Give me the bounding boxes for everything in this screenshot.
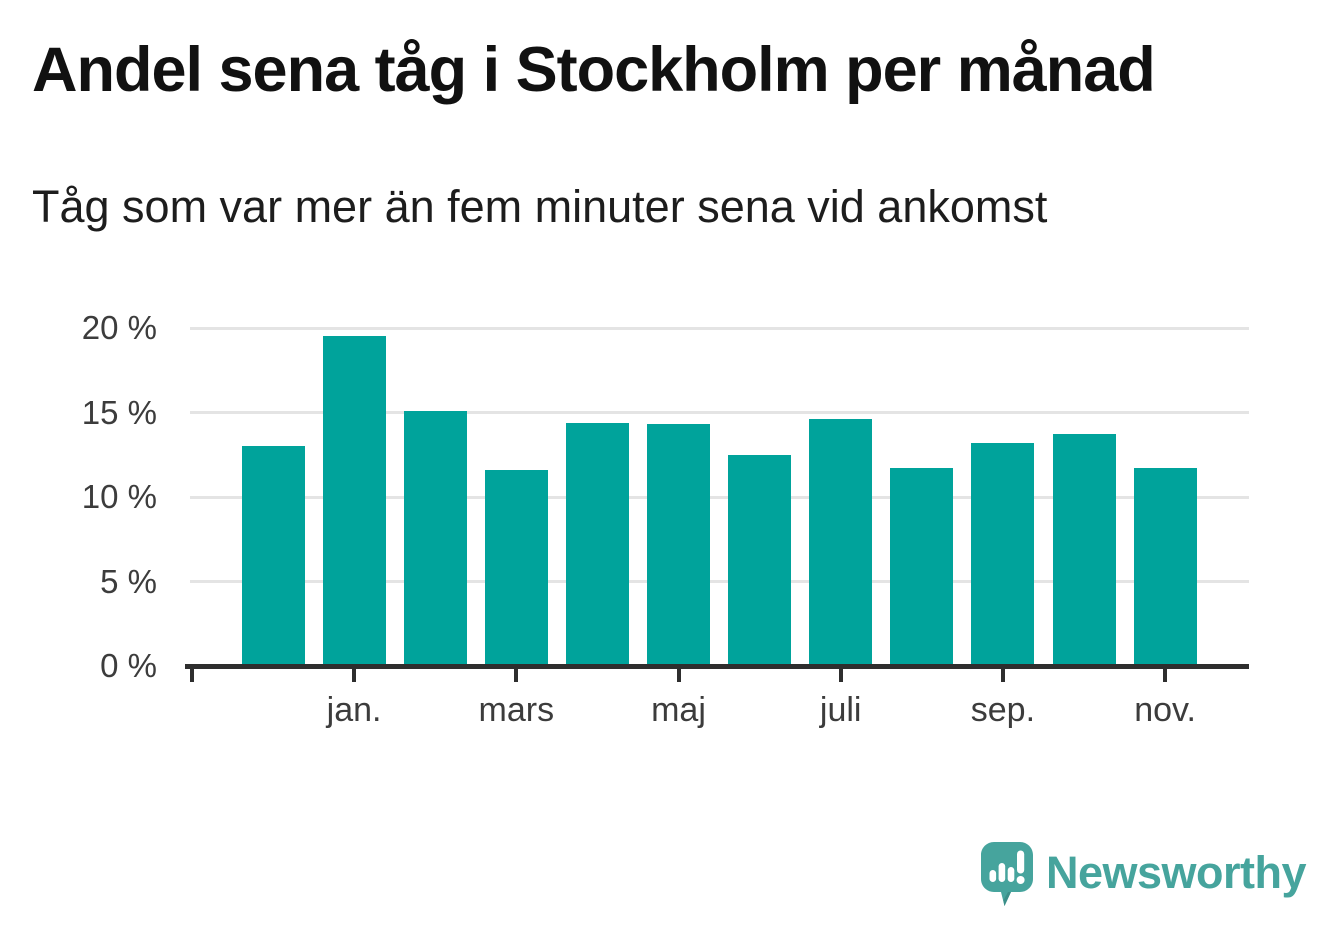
bar-feb. [403, 410, 467, 666]
bar-juli [809, 419, 873, 666]
x-tick [838, 666, 843, 682]
x-tick-label-nov.: nov. [1134, 691, 1196, 729]
y-tick-label-0 %: 0 % [100, 647, 157, 684]
bar-sep. [971, 442, 1035, 666]
bar-okt. [1052, 434, 1116, 666]
x-tick-label-jan.: jan. [326, 691, 382, 729]
gridline-20 [190, 326, 1249, 330]
newsworthy-logo-text: Newsworthy [1046, 847, 1307, 898]
logo-tail-shade [1003, 892, 1011, 906]
x-tick-label-mars: mars [478, 691, 555, 729]
gridline-10 [190, 495, 1249, 499]
y-tick-label-10 %: 10 % [81, 478, 157, 515]
bar-mars [484, 469, 548, 666]
x-tick [676, 666, 681, 682]
x-tick [514, 666, 519, 682]
x-tick [1000, 666, 1005, 682]
gridline-15 [190, 411, 1249, 414]
bar-dec. [241, 446, 305, 666]
chart-subtitle: Tåg som var mer än fem minuter sena vid … [32, 181, 1048, 232]
bar-aug. [890, 468, 954, 666]
chart-title: Andel sena tåg i Stockholm per månad [32, 35, 1156, 105]
x-tick-label-sep.: sep. [970, 691, 1036, 729]
x-tick [189, 666, 194, 682]
x-axis-line [185, 663, 1249, 669]
logo-chart-bars-icon [989, 850, 1025, 884]
bar-juni [728, 454, 792, 666]
bar-apr. [565, 422, 629, 666]
bar-maj [647, 424, 710, 666]
x-tick-label-juli: juli [819, 691, 862, 729]
bar-nov. [1133, 468, 1197, 666]
gridline-5 [190, 580, 1249, 583]
y-tick-label-15 %: 15 % [81, 393, 157, 431]
x-tick [352, 666, 357, 682]
bar-jan. [322, 336, 386, 666]
x-tick-label-maj: maj [651, 691, 706, 729]
y-tick-label-5 %: 5 % [100, 562, 157, 600]
newsworthy-logo-icon [981, 842, 1033, 906]
y-tick-label-20 %: 20 % [81, 309, 157, 346]
x-tick [1163, 666, 1168, 682]
